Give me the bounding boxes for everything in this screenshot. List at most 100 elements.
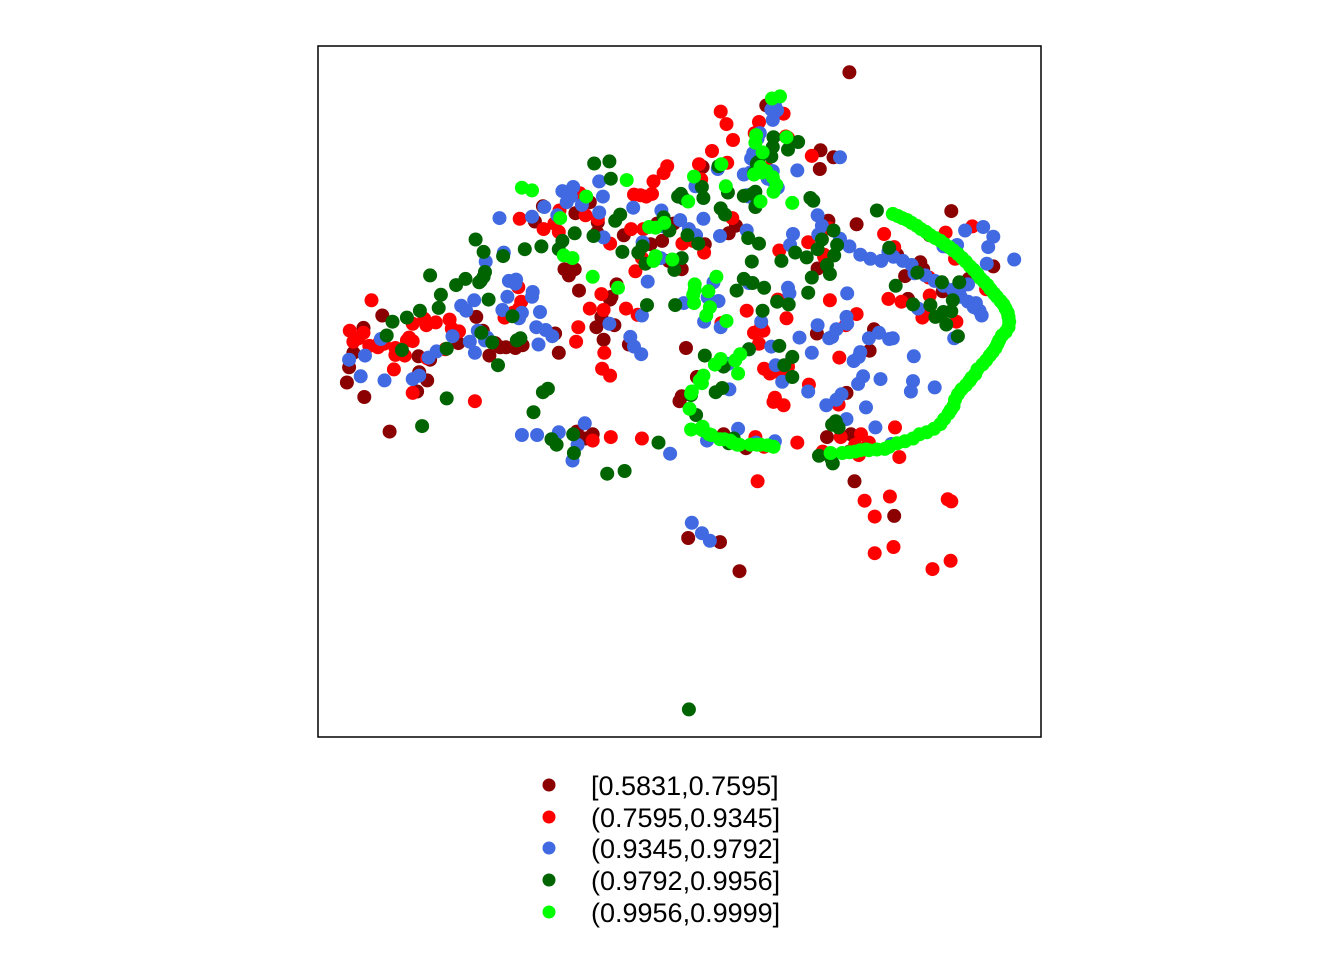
legend-label-1: (0.7595,0.9345]: [591, 803, 780, 833]
point-series-1-3: [719, 117, 734, 132]
point-series-3-73: [950, 329, 965, 344]
point-series-3-49: [640, 298, 654, 313]
point-series-0-73: [944, 204, 959, 219]
point-series-2-149: [872, 325, 886, 340]
point-series-4-27: [514, 180, 529, 195]
point-series-2-158: [859, 400, 873, 415]
point-series-2-142: [754, 314, 769, 329]
point-series-1-138: [750, 474, 765, 489]
point-series-3-34: [385, 314, 400, 329]
point-series-2-71: [976, 220, 991, 234]
point-series-3-88: [781, 297, 796, 312]
point-series-1-128: [854, 427, 868, 442]
point-series-3-10: [718, 207, 732, 222]
point-series-1-60: [386, 362, 401, 377]
point-series-3-80: [788, 245, 803, 260]
point-series-4-42: [699, 308, 714, 323]
point-series-2-74: [981, 240, 996, 255]
point-series-2-34: [459, 303, 474, 318]
point-series-4-41: [701, 284, 716, 299]
point-series-1-101: [832, 350, 847, 365]
point-series-3-116: [825, 456, 840, 471]
point-series-2-160: [684, 515, 699, 530]
point-series-1-0: [713, 104, 728, 119]
point-series-0-67: [849, 217, 864, 232]
point-series-3-101: [617, 464, 632, 478]
point-series-4-73: [823, 446, 838, 460]
point-series-3-76: [936, 305, 951, 319]
point-series-2-116: [640, 274, 655, 289]
point-series-4-51: [694, 376, 709, 391]
point-series-4-21: [681, 194, 696, 209]
point-series-1-11: [660, 159, 675, 174]
point-series-1-89: [877, 227, 892, 241]
point-series-4-29: [556, 248, 571, 263]
point-series-0-87: [681, 531, 696, 545]
point-series-3-83: [822, 267, 837, 281]
point-series-3-106: [668, 298, 683, 313]
point-series-3-110: [774, 253, 789, 268]
point-series-2-133: [533, 305, 547, 319]
point-series-2-22: [559, 195, 574, 210]
point-series-3-77: [923, 298, 938, 313]
point-series-1-112: [888, 420, 902, 435]
point-series-1-34: [569, 334, 584, 349]
point-series-0-86: [847, 474, 862, 489]
point-series-0-50: [382, 424, 397, 439]
point-series-2-110: [673, 213, 688, 228]
point-series-3-136: [505, 309, 520, 324]
point-series-3-35: [399, 310, 414, 325]
point-series-1-90: [894, 294, 909, 309]
point-series-2-32: [495, 303, 510, 317]
point-series-2-40: [421, 350, 436, 365]
point-series-4-22: [657, 215, 672, 230]
point-series-2-14: [592, 174, 607, 189]
point-series-2-58: [514, 428, 529, 442]
point-series-3-33: [431, 300, 446, 315]
point-series-3-98: [708, 385, 723, 400]
point-series-4-3: [748, 135, 763, 150]
legend-label-3: (0.9792,0.9956]: [591, 866, 780, 896]
point-series-2-61: [696, 211, 711, 226]
point-series-2-59: [530, 428, 545, 442]
point-series-3-85: [741, 231, 756, 246]
point-series-3-47: [566, 446, 581, 460]
point-series-1-70: [467, 394, 482, 409]
point-series-2-168: [863, 251, 878, 266]
point-series-0-89: [732, 564, 747, 579]
point-series-2-88: [801, 384, 816, 399]
point-series-3-50: [696, 191, 711, 205]
point-series-2-119: [713, 229, 727, 243]
point-series-2-114: [467, 345, 482, 360]
point-series-1-85: [804, 148, 819, 163]
point-series-4-23: [619, 173, 634, 188]
point-series-1-33: [571, 320, 586, 335]
legend-label-4: (0.9956,0.9999]: [591, 898, 780, 928]
point-series-0-61: [672, 394, 687, 409]
point-series-3-124: [810, 242, 825, 257]
point-series-2-135: [531, 337, 546, 352]
point-series-4-39: [687, 296, 701, 311]
point-series-3-71: [952, 275, 967, 290]
point-series-1-141: [943, 553, 958, 568]
point-series-4-53: [684, 386, 699, 401]
point-series-3-122: [804, 270, 819, 285]
point-series-2-91: [829, 322, 844, 337]
point-series-3-107: [729, 283, 744, 298]
point-series-3-31: [433, 287, 448, 302]
point-series-3-108: [744, 254, 759, 269]
point-series-4-24: [579, 189, 594, 204]
point-series-3-103: [544, 432, 559, 447]
point-series-4-143: [885, 206, 900, 221]
point-series-4-1: [773, 89, 787, 104]
point-series-3-20: [567, 226, 582, 241]
point-series-3-72: [945, 293, 960, 308]
point-series-0-59: [679, 341, 693, 355]
point-series-0-65: [812, 162, 827, 176]
point-series-1-28: [582, 301, 597, 316]
point-series-3-67: [888, 278, 903, 293]
point-series-1-29: [596, 303, 611, 317]
point-series-0-28: [589, 320, 604, 335]
point-series-2-46: [358, 348, 372, 363]
point-series-1-136: [779, 311, 794, 326]
